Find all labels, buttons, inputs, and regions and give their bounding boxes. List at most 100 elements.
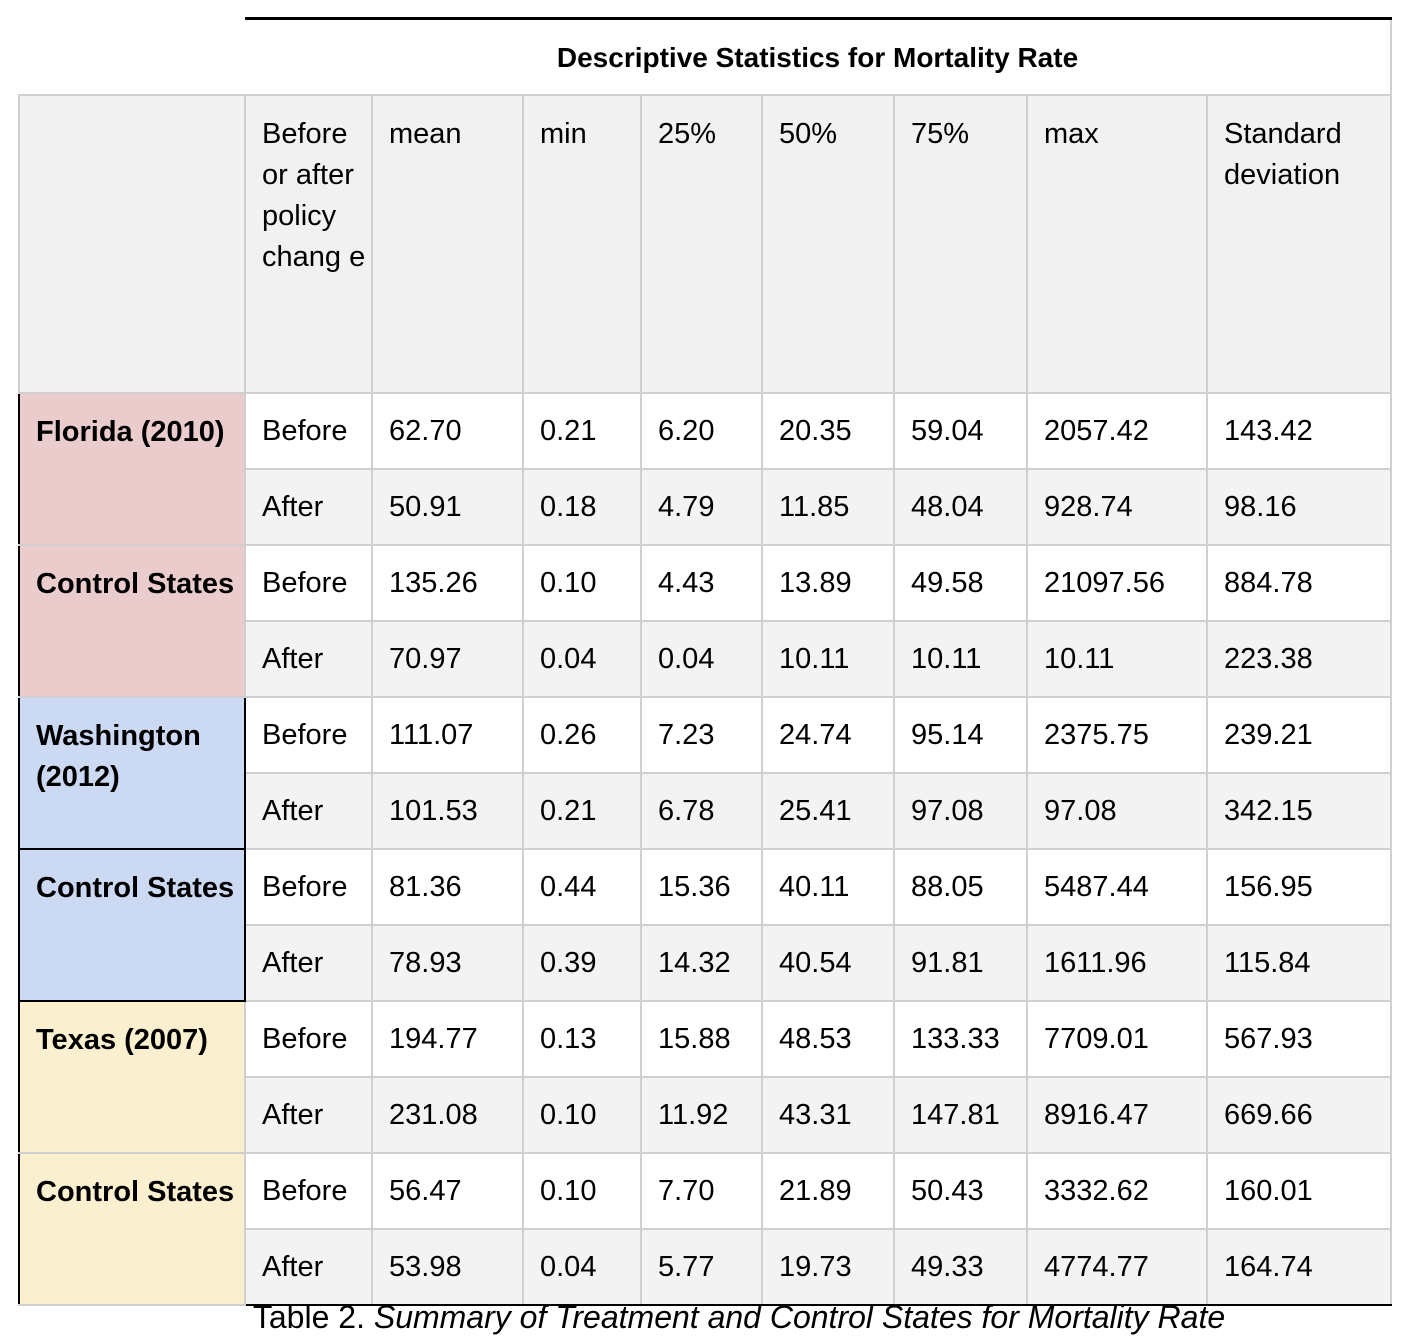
value-cell: 0.18 (522, 468, 642, 546)
table-header-row: Before or after policy chang e mean min … (18, 94, 1393, 394)
header-std: Standard deviation (1205, 94, 1393, 394)
value-cell: 143.42 (1205, 392, 1393, 470)
value-cell: 53.98 (371, 1228, 524, 1306)
value-cell: 5487.44 (1026, 848, 1208, 926)
period-cell: Before (244, 1152, 373, 1230)
value-cell: 15.88 (640, 1000, 763, 1078)
value-cell: 0.10 (522, 1152, 642, 1230)
value-cell: 115.84 (1205, 924, 1393, 1002)
header-25pct: 25% (640, 94, 763, 394)
value-cell: 81.36 (371, 848, 524, 926)
value-cell: 133.33 (893, 1000, 1028, 1078)
table-row: Texas (2007) Before 194.77 0.13 15.88 48.53 13… (18, 1000, 1393, 1154)
mortality-stats-table: Descriptive Statistics for Mortality Rat… (18, 17, 1393, 1306)
table-title: Descriptive Statistics for Mortality Rat… (245, 17, 1393, 96)
value-cell: 70.97 (371, 620, 524, 698)
table-row: After 78.93 0.39 14.32 40.54 91.81 1611.96 115.… (19, 924, 1393, 1002)
period-cell: After (244, 772, 373, 850)
value-cell: 43.31 (761, 1076, 895, 1154)
value-cell: 14.32 (640, 924, 763, 1002)
header-mean: mean (371, 94, 524, 394)
value-cell: 91.81 (893, 924, 1028, 1002)
value-cell: 147.81 (893, 1076, 1028, 1154)
period-cell: Before (244, 544, 373, 622)
value-cell: 62.70 (371, 392, 524, 470)
value-cell: 10.11 (761, 620, 895, 698)
header-min: min (522, 94, 642, 394)
value-cell: 0.04 (522, 620, 642, 698)
value-cell: 0.10 (522, 544, 642, 622)
value-cell: 78.93 (371, 924, 524, 1002)
group-label: Washington (2012) (18, 696, 246, 850)
value-cell: 19.73 (761, 1228, 895, 1306)
header-corner-cell (18, 94, 246, 394)
value-cell: 6.78 (640, 772, 763, 850)
value-cell: 4774.77 (1026, 1228, 1208, 1306)
value-cell: 40.54 (761, 924, 895, 1002)
value-cell: 50.43 (893, 1152, 1028, 1230)
group-label: Texas (2007) (18, 1000, 246, 1154)
value-cell: 98.16 (1205, 468, 1393, 546)
value-cell: 164.74 (1205, 1228, 1393, 1306)
group-label: Control States (18, 544, 246, 698)
value-cell: 5.77 (640, 1228, 763, 1306)
value-cell: 239.21 (1205, 696, 1393, 774)
value-cell: 2057.42 (1026, 392, 1208, 470)
value-cell: 56.47 (371, 1152, 524, 1230)
value-cell: 11.85 (761, 468, 895, 546)
value-cell: 7.70 (640, 1152, 763, 1230)
value-cell: 1611.96 (1026, 924, 1208, 1002)
value-cell: 0.21 (522, 772, 642, 850)
period-cell: Before (244, 392, 373, 470)
value-cell: 0.04 (522, 1228, 642, 1306)
header-50pct: 50% (761, 94, 895, 394)
value-cell: 20.35 (761, 392, 895, 470)
period-cell: Before (244, 1000, 373, 1078)
value-cell: 8916.47 (1026, 1076, 1208, 1154)
value-cell: 342.15 (1205, 772, 1393, 850)
value-cell: 25.41 (761, 772, 895, 850)
value-cell: 49.58 (893, 544, 1028, 622)
table-row: After 101.53 0.21 6.78 25.41 97.08 97.08 342.15 (19, 772, 1393, 850)
title-blank-cell (19, 18, 245, 95)
value-cell: 0.13 (522, 1000, 642, 1078)
value-cell: 0.04 (640, 620, 763, 698)
value-cell: 884.78 (1205, 544, 1393, 622)
value-cell: 135.26 (371, 544, 524, 622)
table-title-row: Descriptive Statistics for Mortality Rat… (19, 17, 1393, 96)
table-body: Descriptive Statistics for Mortality Rat… (18, 17, 1393, 1306)
period-cell: After (244, 1228, 373, 1306)
caption-text: Summary of Treatment and Control States … (373, 1299, 1226, 1335)
value-cell: 160.01 (1205, 1152, 1393, 1230)
value-cell: 48.53 (761, 1000, 895, 1078)
group-label: Control States (18, 848, 246, 1002)
value-cell: 0.21 (522, 392, 642, 470)
value-cell: 101.53 (371, 772, 524, 850)
table-row: Washington (2012) Before 111.07 0.26 7.23 24.… (18, 696, 1393, 850)
header-max: max (1026, 94, 1208, 394)
value-cell: 3332.62 (1026, 1152, 1208, 1230)
value-cell: 231.08 (371, 1076, 524, 1154)
table-row: After 53.98 0.04 5.77 19.73 49.33 4774.77 164.7… (19, 1228, 1393, 1306)
value-cell: 223.38 (1205, 620, 1393, 698)
value-cell: 21097.56 (1026, 544, 1208, 622)
period-cell: After (244, 468, 373, 546)
table-row: Florida (2010) Before 62.70 0.21 6.20 20.35 59… (18, 392, 1393, 546)
value-cell: 21.89 (761, 1152, 895, 1230)
group-label: Florida (2010) (18, 392, 246, 546)
table-row: After 70.97 0.04 0.04 10.11 10.11 10.11 223.38 (19, 620, 1393, 698)
value-cell: 0.39 (522, 924, 642, 1002)
table-row: Control States Before 135.26 0.10 4.43 13.89 4… (18, 544, 1393, 698)
value-cell: 50.91 (371, 468, 524, 546)
value-cell: 6.20 (640, 392, 763, 470)
period-cell: After (244, 620, 373, 698)
value-cell: 567.93 (1205, 1000, 1393, 1078)
value-cell: 97.08 (1026, 772, 1208, 850)
value-cell: 10.11 (893, 620, 1028, 698)
value-cell: 97.08 (893, 772, 1028, 850)
group-label: Control States (18, 1152, 246, 1306)
value-cell: 7709.01 (1026, 1000, 1208, 1078)
value-cell: 928.74 (1026, 468, 1208, 546)
value-cell: 0.26 (522, 696, 642, 774)
value-cell: 13.89 (761, 544, 895, 622)
